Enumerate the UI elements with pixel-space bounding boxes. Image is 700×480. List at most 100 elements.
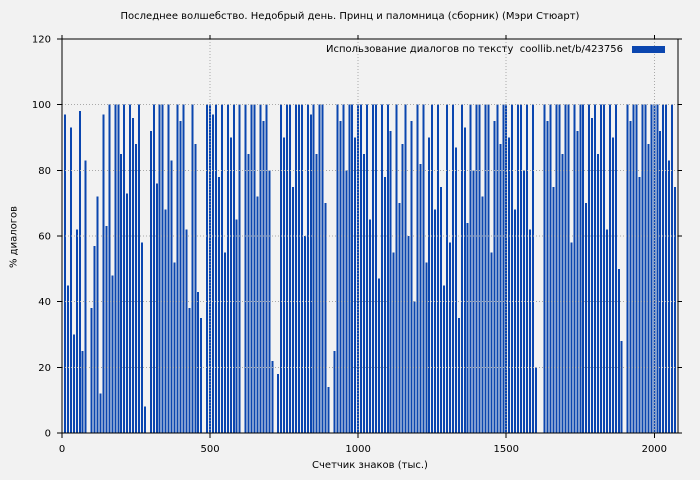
bar [232,104,235,434]
bar [481,196,484,433]
y-tick-label: 80 [38,166,51,177]
bar [220,104,223,434]
x-tick-label: 2000 [642,444,667,455]
bar [475,104,478,434]
bar [564,104,567,434]
bar [191,104,194,434]
legend-label: Использование диалогов по тексту coollib… [326,44,623,55]
bar [567,104,570,434]
chart-title: Последнее волшебство. Недобрый день. При… [120,11,580,22]
bar [297,104,300,434]
bar [105,226,108,433]
bar [555,104,558,434]
bar [440,186,443,433]
bar [286,104,289,434]
bar [404,104,407,434]
bar [558,104,561,434]
bar [374,104,377,434]
bar [520,104,523,434]
bar [99,393,102,433]
bar [511,104,514,434]
bar [611,137,614,433]
bar [369,219,371,433]
bar [662,104,665,434]
bar [229,137,232,433]
bar [327,387,330,433]
bar [300,104,303,434]
bar [161,104,164,434]
bar [487,104,490,434]
bar [315,153,318,434]
bar [434,209,437,433]
bar [238,104,241,434]
y-tick-label: 100 [32,100,51,111]
bar [448,242,451,433]
bar [576,130,579,433]
bar [401,144,404,433]
bar [197,291,200,433]
bar [665,104,668,434]
bar [188,308,191,433]
bar [360,104,363,434]
bar [226,104,229,434]
legend: Использование диалогов по тексту coollib… [326,44,665,55]
bar [259,104,262,434]
bar [306,104,309,434]
bar [591,117,594,434]
bar [594,104,597,434]
x-axis-label: Счетчик знаков (тыс.) [312,460,428,471]
bar [194,144,197,433]
y-tick-label: 40 [38,297,51,308]
bar [517,104,520,434]
y-tick-label: 20 [38,363,51,374]
bar [96,196,99,433]
bar [561,153,564,434]
bar [140,242,143,433]
bar [176,104,179,434]
bar [217,176,220,433]
bar [629,121,632,433]
bar [164,209,167,433]
bar [585,203,588,433]
bar [244,104,247,434]
bar [380,104,383,434]
bar [262,121,265,433]
bar [345,170,348,433]
bar [543,104,546,434]
bar [182,104,185,434]
bar [617,268,620,433]
bar [265,104,268,434]
bar [466,222,469,433]
bar [93,245,96,433]
bar [333,350,336,433]
bar [69,127,72,434]
bar [209,104,212,434]
bar [573,104,576,434]
bar [102,114,105,434]
bar [463,127,466,434]
bar [152,104,155,434]
bar [647,144,650,433]
bar [371,104,374,434]
bar [614,104,617,434]
bar [525,104,528,434]
bar [81,350,84,433]
bar [410,121,413,433]
bar [129,104,132,434]
bar [656,104,659,434]
bar [283,137,286,433]
bar [460,104,463,434]
bar [531,104,534,434]
bar [422,104,425,434]
bar [437,104,440,434]
bar [549,104,552,434]
bar [126,193,129,433]
bar [303,236,306,433]
y-tick-label: 60 [38,232,51,243]
bar [626,104,629,434]
bar [416,104,419,434]
bar [292,186,294,433]
bar [632,104,635,434]
